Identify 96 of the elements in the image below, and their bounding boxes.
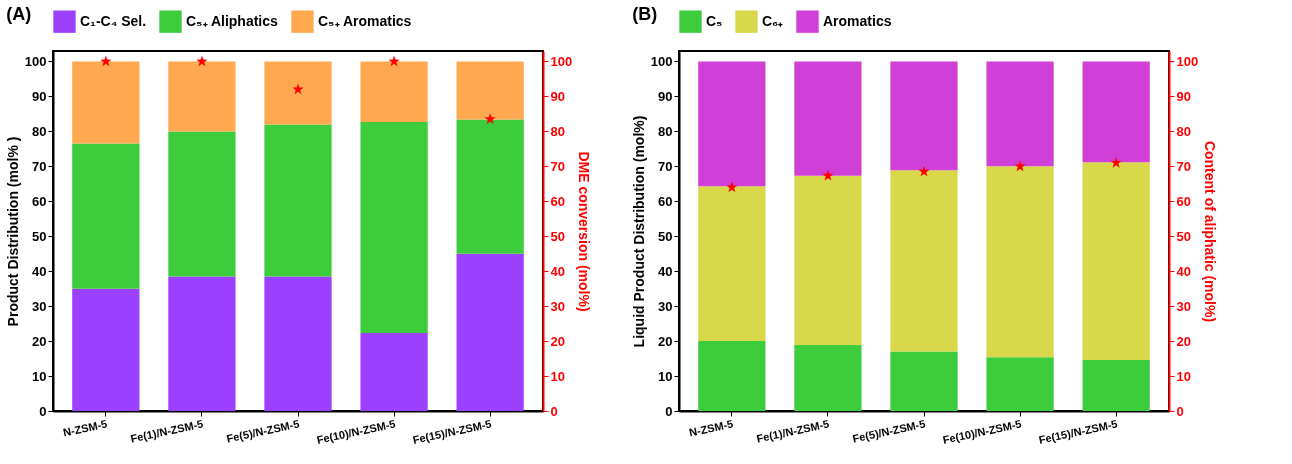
- y-axis-title: Liquid Product Distribution (mol%): [630, 115, 647, 348]
- y2-tick-label: 80: [1176, 123, 1191, 139]
- y2-tick-label: 100: [550, 53, 573, 69]
- y-tick-label: 10: [658, 368, 673, 384]
- y-tick-label: 100: [24, 53, 47, 69]
- y2-tick-label: 50: [550, 228, 565, 244]
- bar: [360, 121, 428, 334]
- bar: [698, 61, 766, 187]
- bar: [72, 143, 140, 289]
- y2-tick-label: 90: [1176, 88, 1191, 104]
- y-tick-label: 70: [658, 158, 673, 174]
- y-tick-label: 90: [658, 88, 673, 104]
- bar: [890, 170, 958, 352]
- legend-label: C₁-C₄ Sel.: [80, 12, 147, 29]
- bar: [456, 61, 524, 120]
- y-tick-label: 90: [32, 88, 47, 104]
- bar: [698, 186, 766, 342]
- bar: [986, 61, 1054, 167]
- point: [1110, 156, 1122, 168]
- y-tick-label: 80: [658, 123, 673, 139]
- y2-tick-label: 80: [550, 123, 565, 139]
- x-tick-label: N-ZSM-5: [688, 417, 735, 439]
- y2-tick-label: 100: [1176, 53, 1199, 69]
- y-tick-label: 80: [32, 123, 47, 139]
- point: [822, 169, 834, 181]
- point: [1014, 160, 1026, 172]
- y-tick-label: 60: [658, 193, 673, 209]
- bar: [698, 341, 766, 411]
- y2-tick-label: 70: [1176, 158, 1191, 174]
- bar: [168, 131, 236, 277]
- chart-title: (B): [632, 4, 658, 24]
- y-tick-label: 100: [650, 53, 673, 69]
- bar: [72, 61, 140, 144]
- bar: [72, 288, 140, 411]
- y2-tick-label: 0: [1176, 403, 1184, 419]
- bar: [456, 119, 524, 254]
- y-tick-label: 0: [39, 403, 47, 419]
- point: [918, 165, 930, 177]
- y2-tick-label: 10: [550, 368, 565, 384]
- y-axis-title: Product Distribution (mol% ): [4, 136, 21, 327]
- bar: [890, 351, 958, 411]
- y2-tick-label: 30: [1176, 298, 1191, 314]
- y2-tick-label: 40: [550, 263, 565, 279]
- bar: [986, 357, 1054, 411]
- y2-tick-label: 50: [1176, 228, 1191, 244]
- legend-label: Aromatics: [823, 12, 892, 29]
- bar: [168, 61, 236, 132]
- y-tick-label: 40: [658, 263, 673, 279]
- chart-title: (A): [6, 4, 32, 24]
- bar: [360, 61, 428, 122]
- y-tick-label: 40: [32, 263, 47, 279]
- bar: [1082, 162, 1150, 360]
- y-tick-label: 10: [32, 368, 47, 384]
- bar: [890, 61, 958, 171]
- legend-label: C₅: [706, 12, 723, 29]
- bar: [456, 253, 524, 411]
- y2-tick-label: 0: [550, 403, 558, 419]
- bar: [264, 124, 332, 277]
- bar: [794, 175, 862, 345]
- y-tick-label: 30: [658, 298, 673, 314]
- bar: [986, 166, 1054, 358]
- y-tick-label: 30: [32, 298, 47, 314]
- bar: [264, 276, 332, 411]
- point: [484, 113, 496, 124]
- legend-label: C₅₊ Aliphatics: [186, 12, 279, 29]
- y-tick-label: 70: [32, 158, 47, 174]
- point: [726, 181, 738, 193]
- y2-tick-label: 20: [550, 333, 565, 349]
- y2-tick-label: 30: [550, 298, 565, 314]
- y-tick-label: 20: [32, 333, 47, 349]
- point: [388, 55, 400, 67]
- y-tick-label: 20: [658, 333, 673, 349]
- legend-label: C₆₊: [762, 12, 784, 29]
- y-tick-label: 60: [32, 193, 47, 209]
- bar: [794, 344, 862, 411]
- x-tick-label: N-ZSM-5: [62, 417, 109, 439]
- y-tick-label: 0: [665, 403, 673, 419]
- y2-tick-label: 90: [550, 88, 565, 104]
- y2-tick-label: 60: [1176, 193, 1191, 209]
- bar: [1082, 61, 1150, 163]
- bar: [360, 333, 428, 411]
- bar: [264, 61, 332, 125]
- y2-tick-label: 10: [1176, 368, 1191, 384]
- y2-tick-label: 60: [550, 193, 565, 209]
- y2-tick-label: 20: [1176, 333, 1191, 349]
- y-tick-label: 50: [658, 228, 673, 244]
- point: [196, 55, 208, 67]
- legend-label: C₅₊ Aromatics: [318, 12, 412, 29]
- bar: [168, 276, 236, 411]
- bar: [1082, 359, 1150, 411]
- y2-tick-label: 40: [1176, 263, 1191, 279]
- bar: [794, 61, 862, 176]
- y2-axis-title: DME conversion (mol%): [576, 151, 593, 312]
- y-tick-label: 50: [32, 228, 47, 244]
- y2-tick-label: 70: [550, 158, 565, 174]
- y2-axis-title: Content of aliphatic (mol%): [1202, 140, 1219, 323]
